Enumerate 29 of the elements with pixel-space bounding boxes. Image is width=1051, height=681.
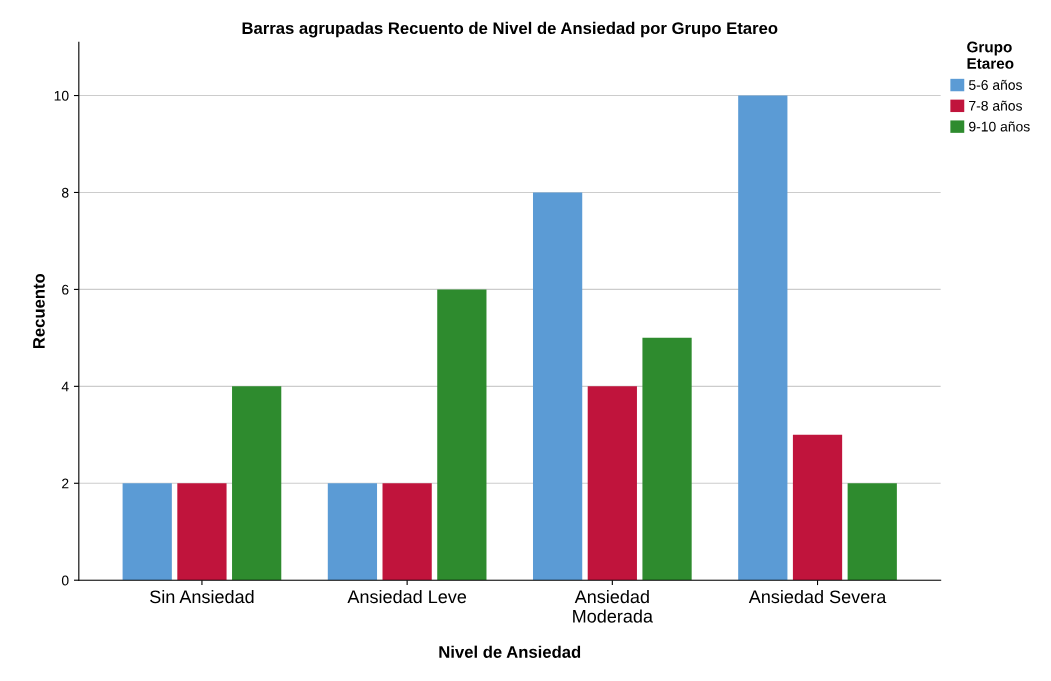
bar bbox=[327, 483, 378, 581]
bar bbox=[177, 483, 227, 581]
y-tick-label: 4 bbox=[61, 381, 69, 392]
x-tick-label: Ansiedad Leve bbox=[347, 589, 467, 604]
y-tick-label: 2 bbox=[62, 478, 69, 489]
legend-title: Grupo Etareo bbox=[967, 41, 1014, 69]
legend-label: 7-8 años bbox=[969, 100, 1022, 111]
bar bbox=[587, 386, 637, 581]
legend-label: 9-10 años bbox=[969, 121, 1030, 132]
legend-label: 5-6 años bbox=[968, 79, 1022, 90]
x-tick-label: Sin Ansiedad bbox=[150, 589, 254, 604]
y-tick-label: 10 bbox=[54, 90, 69, 101]
x-tick-label: Ansiedad Severa bbox=[748, 589, 887, 604]
bar bbox=[232, 386, 282, 581]
bar bbox=[532, 192, 583, 581]
bar bbox=[792, 434, 843, 581]
y-tick-label: 0 bbox=[61, 575, 69, 586]
y-tick-label: 8 bbox=[61, 187, 69, 198]
bar bbox=[738, 95, 788, 581]
chart-title: Barras agrupadas Recuento de Nivel de Ansiedad por Grupo Etareo bbox=[242, 21, 778, 38]
bar bbox=[382, 483, 432, 581]
bar bbox=[642, 337, 692, 581]
x-axis-title: Nivel de Ansiedad bbox=[439, 645, 581, 658]
y-tick-label: 6 bbox=[62, 284, 69, 295]
x-tick-label: Ansiedad Moderada bbox=[573, 589, 653, 623]
y-axis-title: Recuento bbox=[33, 273, 45, 349]
bar bbox=[847, 483, 897, 581]
bar bbox=[437, 289, 487, 581]
bar bbox=[122, 483, 172, 581]
